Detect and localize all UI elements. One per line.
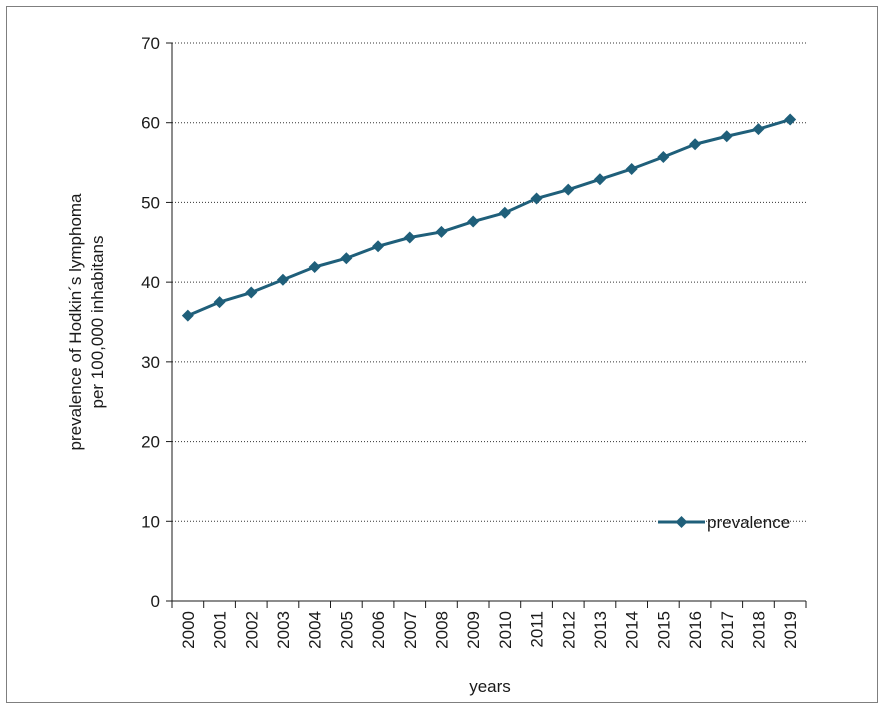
x-tick-label: 2003 (274, 611, 293, 649)
data-point (340, 252, 353, 265)
y-axis-title: prevalence of Hodkin´s lymphoma per 100,… (66, 193, 107, 451)
data-point (562, 183, 575, 196)
x-tick-label: 2019 (781, 611, 800, 649)
x-tick-label: 2016 (686, 611, 705, 649)
y-tick-label: 60 (141, 114, 160, 133)
x-tick-label: 2018 (749, 611, 768, 649)
y-tick-label: 40 (141, 273, 160, 292)
data-point (467, 215, 480, 228)
x-tick-label: 2006 (369, 611, 388, 649)
y-tick-label: 10 (141, 512, 160, 531)
data-point (657, 150, 670, 163)
y-tick-label: 0 (151, 592, 160, 611)
x-tick-label: 2012 (559, 611, 578, 649)
data-point (720, 130, 733, 143)
data-point (784, 113, 797, 126)
data-point (752, 123, 765, 136)
data-point (181, 309, 194, 322)
x-tick-label: 2002 (242, 611, 261, 649)
y-tick-label: 20 (141, 433, 160, 452)
x-tick-label: 2011 (528, 611, 547, 648)
x-tick-label: 2007 (401, 611, 420, 649)
axes (166, 42, 807, 608)
y-tick-labels: 0 10 20 30 40 50 60 70 (141, 34, 160, 611)
x-tick-label: 2010 (496, 611, 515, 649)
x-tick-label: 2009 (464, 611, 483, 649)
y-tick-label: 50 (141, 193, 160, 212)
series-prevalence (181, 113, 797, 322)
x-tick-label: 2014 (623, 611, 642, 649)
x-axis-title: years (469, 677, 511, 696)
data-point (498, 206, 511, 219)
x-tick-label: 2004 (306, 611, 325, 649)
x-tick-label: 2015 (654, 611, 673, 649)
data-point (245, 286, 258, 299)
x-tick-label: 2008 (432, 611, 451, 649)
chart-frame (6, 6, 878, 703)
x-tick-label: 2017 (718, 611, 737, 649)
data-point (530, 192, 543, 205)
x-tick-label: 2000 (179, 611, 198, 649)
x-tick-labels: 2000 2001 2002 2003 2004 2005 2006 2007 2008 2009… (179, 611, 800, 649)
data-point (435, 225, 448, 238)
data-point (308, 260, 321, 273)
legend-label: prevalence (707, 513, 790, 532)
data-point (593, 173, 606, 186)
data-point (403, 231, 416, 244)
x-tick-label: 2001 (211, 611, 230, 649)
x-tick-label: 2013 (591, 611, 610, 649)
x-tick-label: 2005 (337, 611, 356, 649)
y-tick-label: 30 (141, 353, 160, 372)
data-point (372, 240, 385, 253)
y-axis-title-line-2: per 100,000 inhabitans (88, 236, 107, 409)
data-point (276, 273, 289, 286)
series-line (187, 118, 791, 318)
legend-marker (675, 516, 688, 528)
data-point (625, 162, 638, 175)
legend: prevalence (658, 513, 790, 532)
data-point (213, 296, 226, 309)
y-tick-label: 70 (141, 34, 160, 53)
gridlines (172, 42, 806, 522)
y-axis-title-line-1: prevalence of Hodkin´s lymphoma (66, 193, 85, 451)
data-point (689, 138, 702, 151)
